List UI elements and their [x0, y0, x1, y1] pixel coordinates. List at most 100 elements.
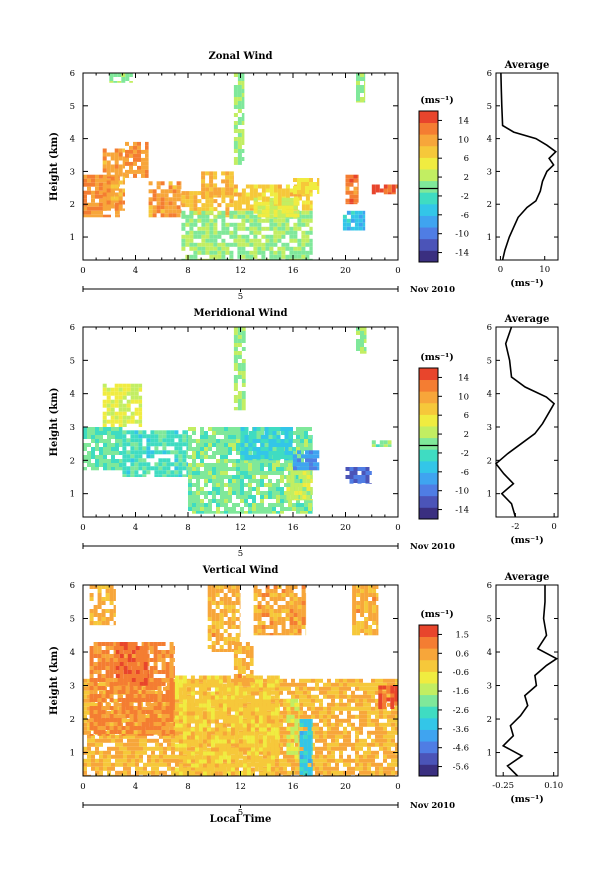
heatmap-cell — [209, 242, 214, 247]
heatmap-cell — [158, 474, 163, 477]
heatmap-cell — [350, 218, 355, 223]
heatmap-cell — [115, 682, 120, 686]
heatmap-cell — [311, 726, 315, 731]
heatmap-cell — [245, 258, 250, 260]
heatmap-cell — [123, 766, 127, 771]
heatmap-cell — [127, 766, 131, 771]
heatmap-cell — [255, 758, 259, 763]
heatmap-cell — [213, 238, 218, 243]
heatmap-cell — [114, 419, 119, 424]
heatmap-cell — [200, 439, 204, 443]
heatmap-cell — [244, 447, 249, 451]
heatmap-cell — [141, 714, 146, 718]
heatmap-cell — [232, 435, 236, 439]
heatmap-cell — [237, 89, 242, 93]
heatmap-cell — [133, 710, 138, 714]
heatmap-cell — [195, 702, 199, 707]
heatmap-cell — [115, 746, 119, 751]
heatmap-cell — [99, 439, 103, 443]
heatmap-cell — [383, 726, 387, 731]
heatmap-cell — [339, 754, 343, 759]
heatmap-cell — [301, 218, 306, 223]
heatmap-cell — [220, 427, 224, 431]
heatmap-cell — [252, 495, 256, 499]
heatmap-cell — [281, 188, 286, 193]
heatmap-cell — [209, 222, 214, 227]
heatmap-cell — [319, 762, 323, 767]
heatmap-cell — [173, 686, 175, 690]
heatmap-cell — [200, 491, 204, 495]
heatmap-cell — [135, 766, 139, 771]
heatmap-cell — [280, 511, 284, 514]
heatmap-cell — [319, 766, 323, 771]
heatmap-cell — [317, 462, 320, 467]
heatmap-cell — [149, 670, 154, 674]
heatmap-cell — [89, 670, 94, 674]
heatmap-cell — [305, 234, 310, 239]
heatmap-cell — [264, 451, 269, 455]
heatmap-cell — [367, 766, 371, 771]
heatmap-cell — [182, 715, 187, 720]
heatmap-cell — [287, 762, 291, 767]
heatmap-cell — [182, 683, 187, 688]
heatmap-cell — [131, 658, 136, 662]
heatmap-cell — [181, 258, 186, 260]
heatmap-cell — [319, 750, 323, 755]
heatmap-cell — [232, 431, 236, 435]
heatmap-cell — [109, 81, 114, 83]
heatmap-cell — [113, 666, 118, 670]
heatmap-cell — [83, 206, 87, 211]
heatmap-cell — [236, 487, 240, 491]
panel-title: Meridional Wind — [193, 308, 287, 319]
heatmap-cell — [174, 767, 179, 772]
heatmap-cell — [202, 683, 207, 688]
heatmap-cell — [345, 475, 350, 479]
heatmap-cell — [223, 678, 227, 683]
heatmap-cell — [289, 230, 294, 235]
heatmap-cell — [301, 462, 305, 467]
heatmap-cell — [192, 451, 196, 455]
heatmap-cell — [186, 434, 188, 439]
heatmap-cell — [233, 195, 234, 198]
heatmap-cell — [147, 650, 149, 654]
heatmap-cell — [233, 395, 238, 399]
heatmap-cell — [265, 238, 270, 243]
heatmap-cell — [391, 766, 395, 771]
heatmap-cell — [387, 766, 391, 771]
heatmap-cell — [300, 439, 304, 443]
heatmap-cell — [298, 499, 303, 501]
heatmap-cell — [134, 450, 139, 455]
heatmap-cell — [91, 762, 95, 767]
heatmap-cell — [241, 214, 246, 219]
heatmap-cell — [160, 213, 165, 218]
heatmap-cell — [335, 762, 339, 767]
heatmap-cell — [119, 762, 123, 767]
heatmap-cell — [197, 258, 202, 260]
heatmap-cell — [117, 718, 122, 722]
heatmap-cell — [99, 435, 103, 439]
heatmap-cell — [83, 447, 87, 451]
heatmap-cell — [196, 487, 200, 491]
heatmap-cell — [103, 750, 107, 755]
heatmap-cell — [192, 471, 196, 475]
heatmap-cell — [195, 774, 199, 776]
heatmap-cell — [387, 762, 391, 767]
heatmap-cell — [285, 230, 290, 235]
profile-y-tick-label: 6 — [487, 69, 492, 79]
heatmap-cell — [301, 222, 306, 227]
heatmap-cell — [236, 447, 240, 451]
heatmap-cell — [327, 690, 331, 695]
heatmap-cell — [237, 246, 242, 251]
heatmap-cell — [146, 446, 151, 451]
heatmap-cell — [232, 467, 236, 471]
x-tick-label: 4 — [133, 523, 138, 533]
heatmap-cell — [347, 710, 351, 715]
heatmap-cell — [182, 430, 187, 435]
heatmap-cell — [212, 427, 216, 431]
heatmap-cell — [343, 682, 347, 687]
heatmap-cell — [107, 431, 111, 435]
heatmap-cell — [233, 204, 238, 209]
heatmap-cell — [252, 451, 257, 455]
heatmap-cell — [323, 714, 327, 719]
heatmap-cell — [206, 683, 211, 688]
